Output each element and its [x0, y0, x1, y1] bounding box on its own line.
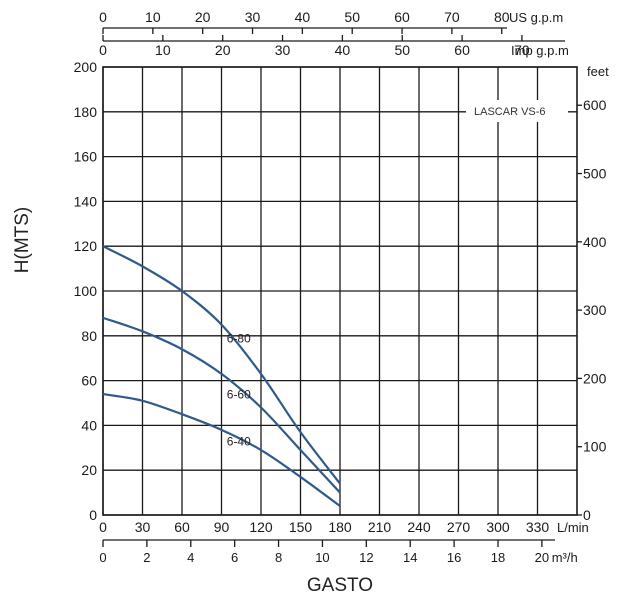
y-tick-label: 160	[74, 149, 98, 165]
us-gpm-tick-label: 60	[394, 9, 410, 25]
x-tick-label: 60	[174, 519, 190, 535]
series-label-6-80: 6-80	[227, 332, 251, 346]
y-tick-label: 180	[74, 104, 98, 120]
model-label-bg	[466, 100, 568, 122]
y-tick-label: 0	[89, 507, 97, 523]
m3h-tick-label: 8	[275, 550, 282, 565]
imp-gpm-tick-label: 50	[394, 42, 410, 58]
series-label-6-60: 6-60	[227, 388, 251, 402]
y-tick-label: 140	[74, 193, 98, 209]
y-tick-label: 60	[81, 373, 97, 389]
x-tick-label: 330	[526, 519, 550, 535]
us-gpm-tick-label: 30	[245, 9, 261, 25]
y-tick-label: 100	[74, 283, 98, 299]
x-axis-title: GASTO	[307, 575, 373, 596]
us-gpm-tick-label: 0	[99, 9, 107, 25]
x-tick-label: 120	[249, 519, 273, 535]
y-tick-label: 120	[74, 238, 98, 254]
us-gpm-tick-label: 80	[494, 9, 510, 25]
imp-gpm-tick-label: 20	[215, 42, 231, 58]
us-gpm-tick-label: 70	[444, 9, 460, 25]
x-unit-label: L/min	[557, 520, 589, 535]
us-gpm-tick-label: 20	[195, 9, 211, 25]
x-tick-label: 210	[368, 519, 392, 535]
us-gpm-unit-label: US g.p.m	[509, 10, 563, 25]
us-gpm-tick-label: 50	[344, 9, 360, 25]
feet-tick-label: 400	[583, 234, 607, 250]
m3h-tick-label: 2	[143, 550, 150, 565]
imp-gpm-tick-label: 70	[514, 42, 530, 58]
m3h-tick-label: 14	[403, 550, 417, 565]
feet-tick-label: 0	[583, 507, 591, 523]
series-line-6-40	[102, 392, 341, 507]
y-tick-label: 200	[74, 59, 98, 75]
feet-tick-label: 500	[583, 166, 607, 182]
x-tick-label: 180	[328, 519, 352, 535]
m3h-tick-label: 4	[187, 550, 194, 565]
m3h-tick-label: 16	[447, 550, 461, 565]
m3h-unit-label: m³/h	[552, 550, 578, 565]
m3h-tick-label: 10	[315, 550, 329, 565]
imp-gpm-tick-label: 40	[335, 42, 351, 58]
series-label-6-40: 6-40	[227, 435, 251, 449]
us-gpm-tick-label: 10	[145, 9, 161, 25]
imp-gpm-tick-label: 60	[454, 42, 470, 58]
y-axis-title: H(MTS)	[12, 207, 33, 273]
feet-tick-label: 300	[583, 302, 607, 318]
imp-gpm-tick-label: 0	[99, 42, 107, 58]
m3h-tick-label: 0	[99, 550, 106, 565]
x-tick-label: 30	[135, 519, 151, 535]
curve-layer: 6-80 6-60 6-40	[102, 245, 341, 507]
imp-gpm-tick-label: 30	[275, 42, 291, 58]
x-tick-label: 150	[289, 519, 313, 535]
y-tick-label: 40	[81, 417, 97, 433]
grid-layer	[102, 66, 578, 516]
x-tick-label: 270	[447, 519, 471, 535]
y-tick-label: 20	[81, 462, 97, 478]
m3h-tick-label: 18	[491, 550, 505, 565]
series-line-6-60	[102, 316, 341, 494]
plot-frame	[102, 66, 578, 516]
us-gpm-tick-label: 40	[295, 9, 311, 25]
feet-tick-label: 600	[583, 97, 607, 113]
series-line-6-80	[102, 245, 341, 485]
x-tick-label: 300	[486, 519, 510, 535]
feet-tick-label: 100	[583, 439, 607, 455]
imp-gpm-tick-label: 10	[155, 42, 171, 58]
x-tick-label: 90	[214, 519, 230, 535]
model-label: LASCAR VS-6	[474, 106, 546, 118]
m3h-tick-label: 20	[535, 550, 549, 565]
feet-tick-label: 200	[583, 370, 607, 386]
x-tick-label: 240	[407, 519, 431, 535]
feet-unit-label: feet	[587, 64, 609, 79]
x-tick-label: 0	[99, 519, 107, 535]
m3h-tick-label: 12	[359, 550, 373, 565]
y-tick-label: 80	[81, 328, 97, 344]
m3h-tick-label: 6	[231, 550, 238, 565]
imp-gpm-unit-label: Imp g.p.m	[511, 43, 569, 58]
